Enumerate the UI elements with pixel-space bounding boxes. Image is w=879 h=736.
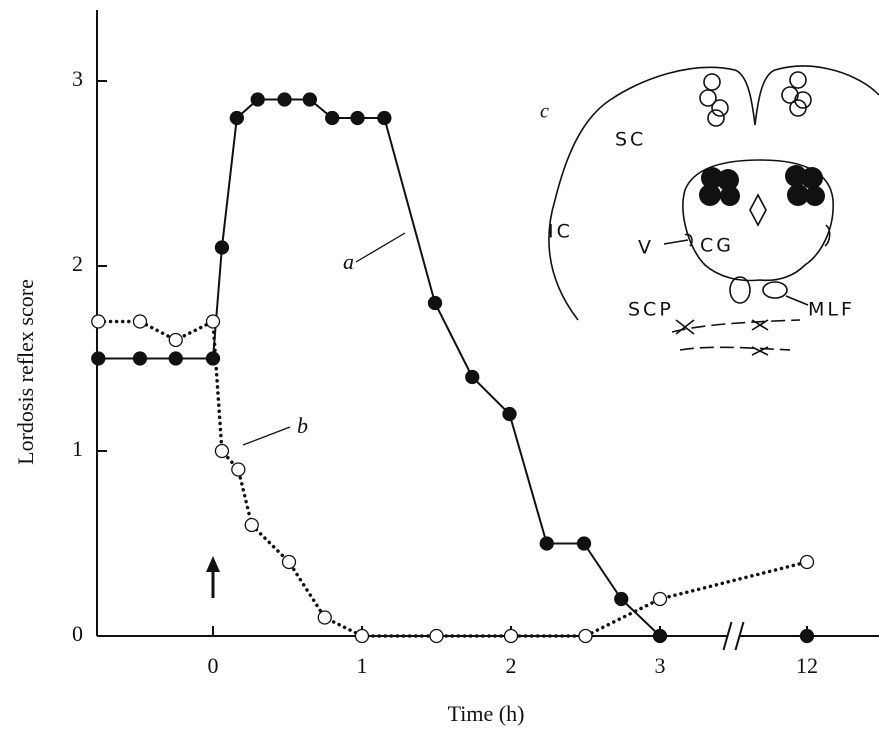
series-annotation: b	[297, 413, 308, 438]
data-point	[578, 628, 593, 644]
axis-break-mark	[722, 621, 745, 651]
inset-label: CG	[700, 235, 734, 257]
data-point	[281, 554, 297, 570]
data-point	[302, 92, 318, 107]
data-point	[377, 110, 392, 126]
x-tick-label: 1	[357, 653, 368, 678]
data-point	[214, 443, 230, 459]
data-point	[539, 536, 554, 551]
data-point	[132, 351, 148, 366]
data-point	[277, 92, 292, 107]
data-point	[229, 110, 244, 126]
data-point	[244, 517, 259, 533]
y-tick-label: 3	[72, 66, 83, 91]
inset-label: SCP	[628, 299, 674, 321]
x-tick-label: 0	[208, 653, 219, 678]
data-point	[652, 628, 668, 644]
x-axis-title: Time (h)	[448, 701, 525, 726]
inset-label: MLF	[808, 299, 855, 321]
x-tick-label: 12	[796, 653, 818, 678]
series-line	[97, 98, 808, 637]
data-point	[354, 628, 370, 644]
data-point	[325, 110, 340, 126]
inset-diagram: c SC IC V CG SCP MLF	[540, 65, 879, 356]
data-point	[614, 591, 629, 607]
data-point	[132, 314, 148, 329]
stimulus-arrow	[206, 556, 220, 598]
data-point	[231, 462, 246, 477]
annotation-leader	[242, 426, 291, 446]
data-point	[205, 351, 221, 366]
data-point	[652, 591, 668, 607]
data-point	[91, 351, 106, 366]
data-point	[799, 628, 815, 644]
y-axis-title: Lordosis reflex score	[13, 279, 38, 465]
inset-label: IC	[548, 221, 573, 243]
data-point	[317, 610, 332, 625]
data-point	[168, 351, 183, 366]
y-tick-label: 1	[72, 436, 83, 461]
data-point	[576, 536, 592, 551]
x-tick-label: 3	[655, 653, 666, 678]
data-point	[205, 314, 221, 329]
inset-label: V	[638, 237, 654, 259]
data-point	[250, 92, 265, 107]
data-point	[503, 628, 519, 644]
data-point	[91, 314, 106, 329]
inset-label: c	[540, 101, 549, 123]
series-line	[96, 318, 809, 638]
data-point	[168, 332, 183, 348]
data-point	[350, 110, 365, 126]
axis-break	[727, 614, 740, 658]
x-tick-label: 2	[506, 653, 517, 678]
annotation-leader	[355, 232, 406, 263]
y-tick-label: 2	[72, 251, 83, 276]
data-point	[429, 628, 444, 644]
y-tick-label: 0	[72, 621, 83, 646]
series-annotation: a	[343, 249, 354, 274]
data-point	[427, 295, 443, 311]
data-point	[465, 369, 480, 385]
data-point	[799, 554, 815, 570]
data-point	[214, 240, 230, 255]
inset-label: SC	[615, 129, 646, 151]
data-point	[502, 406, 517, 422]
